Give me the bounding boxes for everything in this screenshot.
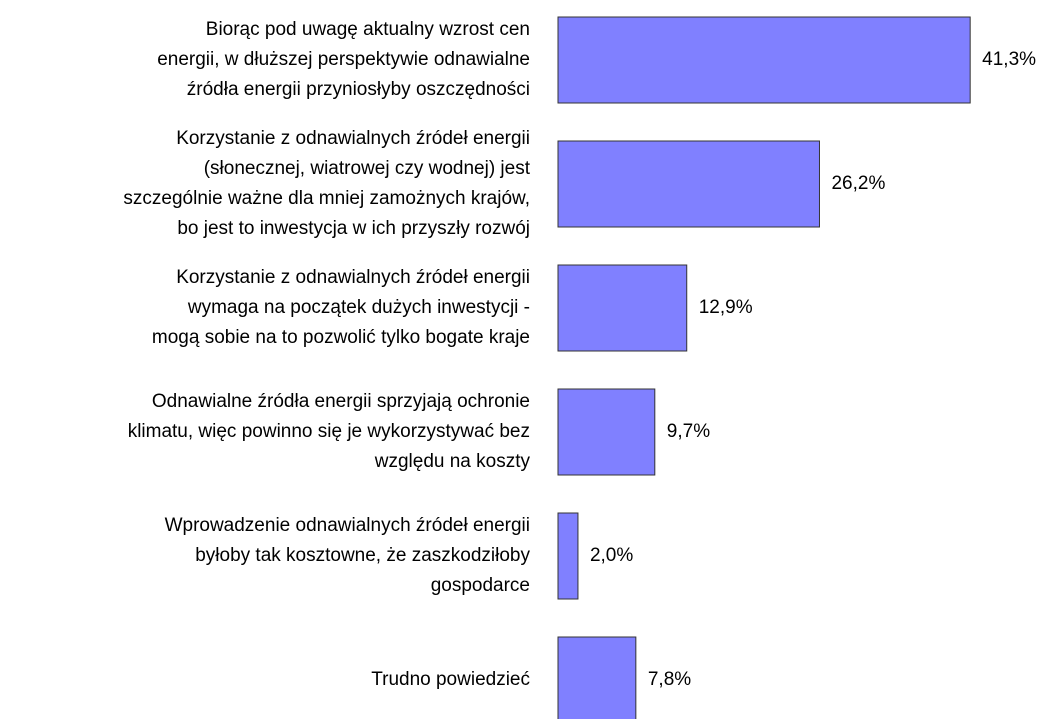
category-label: względu na koszty (374, 451, 531, 472)
category-label: bo jest to inwestycja w ich przyszły roz… (177, 218, 530, 239)
category-label: Wprowadzenie odnawialnych źródeł energii (165, 515, 530, 536)
value-label: 12,9% (699, 297, 753, 318)
value-label: 26,2% (831, 173, 885, 194)
category-label: Korzystanie z odnawialnych źródeł energi… (176, 267, 530, 288)
category-label: szczególnie ważne dla mniej zamożnych kr… (123, 188, 530, 209)
category-label: energii, w dłuższej perspektywie odnawia… (157, 49, 530, 70)
value-label: 41,3% (982, 49, 1036, 70)
category-label: klimatu, więc powinno się je wykorzystyw… (128, 421, 530, 442)
category-label: (słonecznej, wiatrowej czy wodnej) jest (204, 158, 531, 179)
category-label: byłoby tak kosztowne, że zaszkodziłoby (195, 545, 530, 566)
bar (557, 140, 820, 228)
category-label: Odnawialne źródła energii sprzyjają ochr… (152, 391, 530, 412)
category-label: gospodarce (431, 575, 530, 596)
bar (557, 388, 656, 476)
bar (557, 512, 579, 600)
category-label: Korzystanie z odnawialnych źródeł energi… (176, 128, 530, 149)
category-label: Trudno powiedzieć (371, 669, 530, 690)
category-label: wymaga na początek dużych inwestycji - (187, 297, 530, 318)
category-label: Biorąc pod uwagę aktualny wzrost cen (206, 19, 530, 40)
bar (557, 16, 971, 104)
category-label: źródła energii przyniosłyby oszczędności (187, 79, 530, 100)
category-label: mogą sobie na to pozwolić tylko bogate k… (152, 327, 530, 348)
value-label: 9,7% (667, 421, 710, 442)
value-label: 7,8% (648, 669, 691, 690)
value-label: 2,0% (590, 545, 633, 566)
bar (557, 636, 637, 719)
bar (557, 264, 688, 352)
